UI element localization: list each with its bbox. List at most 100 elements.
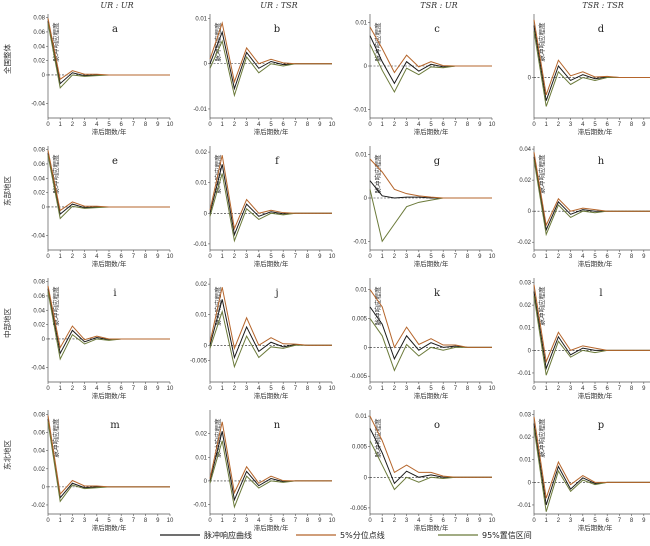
- x-tick-label: 7: [454, 386, 458, 392]
- series-line-upper: [209, 287, 332, 351]
- y-tick-label: -0.01: [517, 371, 531, 377]
- y-tick-label: 0.02: [33, 467, 45, 473]
- x-tick-label: 5: [593, 518, 597, 524]
- series-line-upper: [47, 18, 170, 81]
- y-tick-label: 0.08: [33, 16, 45, 22]
- x-axis-label: 滞后期数/年: [578, 523, 613, 532]
- x-tick-label: 0: [46, 386, 50, 392]
- y-tick-label: 0.02: [33, 323, 45, 329]
- series-line-median: [533, 156, 650, 232]
- x-tick-label: 1: [59, 518, 63, 524]
- y-tick-label: 0.08: [33, 413, 45, 419]
- series-line-upper: [209, 421, 332, 495]
- series-line-upper: [47, 285, 170, 349]
- y-tick-label: 0: [42, 485, 46, 491]
- x-tick-label: 10: [489, 122, 496, 128]
- x-tick-label: 2: [557, 518, 561, 524]
- y-tick-label: 0.08: [33, 148, 45, 154]
- x-tick-label: 6: [282, 122, 286, 128]
- y-tick-label: -0.01: [517, 503, 531, 509]
- series-line-upper: [533, 19, 650, 96]
- column-title-3: TSR : TSR: [582, 1, 623, 10]
- y-tick-label: -0.01: [353, 239, 367, 245]
- series-line-median: [209, 299, 332, 360]
- x-tick-label: 8: [306, 518, 310, 524]
- x-axis-label: 滞后期数/年: [254, 523, 289, 532]
- y-axis-label: 脉冲响应程度: [537, 286, 546, 326]
- x-tick-label: 1: [59, 122, 63, 128]
- x-tick-label: 8: [306, 122, 310, 128]
- y-tick-label: 0.01: [519, 458, 531, 464]
- x-tick-label: 2: [71, 518, 75, 524]
- y-axis-label: 脉冲响应程度: [373, 286, 382, 326]
- x-tick-label: 2: [233, 254, 237, 260]
- x-tick-label: 7: [294, 386, 298, 392]
- x-tick-label: 10: [329, 122, 336, 128]
- panel-l: -0.0100.010.020.03012345678910滞后期数/年脉冲响应…: [517, 278, 650, 400]
- column-title-2: TSR : UR: [420, 1, 457, 10]
- series-line-lower: [369, 440, 492, 491]
- x-tick-label: 4: [581, 386, 585, 392]
- panel-a: -0.04 0 0.02 0.04 0.06 0.08 0 1 2 3 4 5 6 7 8 9 10 滞后期数/年…: [31, 14, 174, 136]
- panel-letter: i: [113, 288, 116, 299]
- y-tick-label: 0.02: [519, 303, 531, 309]
- x-tick-label: 0: [208, 122, 212, 128]
- x-tick-label: 4: [417, 518, 421, 524]
- x-tick-label: 4: [257, 254, 261, 260]
- y-tick-label: 0.04: [33, 44, 45, 50]
- x-tick-label: 8: [466, 386, 470, 392]
- series-line-median: [533, 291, 650, 371]
- x-tick-label: 6: [442, 254, 446, 260]
- x-tick-label: 3: [245, 254, 249, 260]
- y-axis-label: 脉冲响应程度: [51, 154, 60, 194]
- column-title-0: UR : UR: [100, 1, 133, 10]
- series-line-median: [533, 25, 650, 101]
- x-tick-label: 3: [83, 518, 87, 524]
- x-tick-label: 6: [606, 122, 610, 128]
- x-tick-label: 2: [393, 122, 397, 128]
- y-tick-label: 0.01: [355, 153, 367, 159]
- y-tick-label: 0: [204, 343, 208, 349]
- x-tick-label: 4: [95, 254, 99, 260]
- panel-n: -0.01 0 0.01 0.02 0 1 2 3 4 5 6 7 8 9 10 滞后期数/年 脉冲响应程度 n: [193, 410, 336, 532]
- y-tick-label: -0.01: [193, 242, 207, 248]
- series-line-upper: [47, 415, 170, 496]
- x-tick-label: 0: [368, 518, 372, 524]
- x-tick-label: 2: [71, 122, 75, 128]
- x-tick-label: 3: [569, 386, 573, 392]
- x-tick-label: 6: [120, 518, 124, 524]
- x-tick-label: 7: [132, 254, 136, 260]
- x-tick-label: 2: [233, 518, 237, 524]
- x-tick-label: 0: [46, 518, 50, 524]
- x-tick-label: 7: [294, 254, 298, 260]
- y-tick-label: 0: [528, 480, 532, 486]
- x-tick-label: 2: [557, 386, 561, 392]
- x-tick-label: 9: [478, 386, 482, 392]
- y-tick-label: 0.005: [352, 316, 368, 322]
- x-tick-label: 8: [144, 518, 148, 524]
- panel-letter: l: [599, 288, 602, 299]
- x-tick-label: 8: [466, 122, 470, 128]
- series-line-upper: [369, 415, 492, 478]
- x-tick-label: 7: [132, 386, 136, 392]
- x-tick-label: 3: [569, 122, 573, 128]
- x-tick-label: 4: [417, 254, 421, 260]
- series-line-upper: [533, 152, 650, 227]
- x-axis-label: 滞后期数/年: [414, 127, 449, 136]
- x-tick-label: 6: [442, 386, 446, 392]
- x-tick-label: 9: [318, 386, 322, 392]
- x-axis-label: 滞后期数/年: [414, 391, 449, 400]
- legend-label-1: 5%分位点线: [340, 530, 385, 540]
- x-tick-label: 1: [59, 254, 63, 260]
- x-tick-label: 10: [329, 386, 336, 392]
- y-axis-label: 脉冲响应程度: [51, 22, 60, 62]
- x-axis-label: 滞后期数/年: [578, 391, 613, 400]
- series-line-lower: [533, 296, 650, 376]
- y-tick-label: -0.005: [190, 359, 208, 365]
- x-tick-label: 10: [329, 518, 336, 524]
- x-tick-label: 10: [489, 254, 496, 260]
- panel-letter: j: [274, 288, 278, 299]
